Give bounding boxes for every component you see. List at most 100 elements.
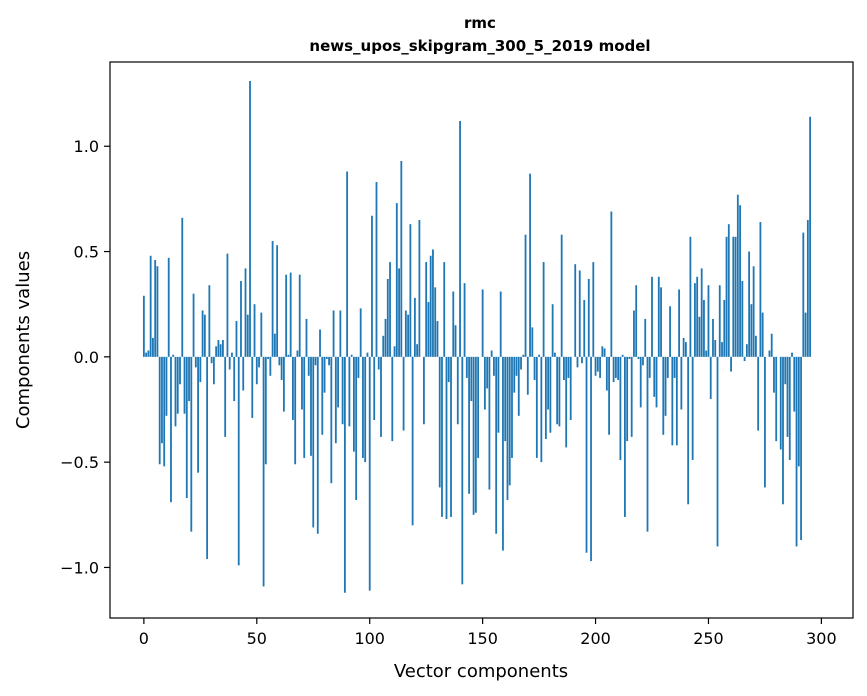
bar-28 <box>206 356 209 560</box>
bar-192 <box>576 356 579 368</box>
bar-18 <box>183 356 186 414</box>
bar-114 <box>400 160 403 357</box>
bar-180 <box>549 356 552 433</box>
x-tick-label: 300 <box>806 629 837 648</box>
bar-253 <box>714 340 717 357</box>
bar-146 <box>472 356 475 515</box>
bar-233 <box>669 306 671 357</box>
bar-260 <box>730 356 732 372</box>
bar-154 <box>490 350 493 357</box>
bar-138 <box>454 325 457 357</box>
bar-175 <box>538 354 540 357</box>
bar-1 <box>145 352 148 357</box>
bar-177 <box>542 262 545 357</box>
bar-116 <box>404 310 407 357</box>
bar-157 <box>497 356 500 433</box>
bar-131 <box>438 356 441 488</box>
bar-124 <box>423 356 425 425</box>
bar-189 <box>569 356 572 421</box>
bar-107 <box>384 318 387 357</box>
bar-292 <box>802 232 805 357</box>
bar-25 <box>199 356 202 383</box>
bar-84 <box>332 310 335 357</box>
bar-26 <box>201 310 204 357</box>
bar-152 <box>486 356 489 389</box>
bar-64 <box>287 354 290 357</box>
bar-150 <box>481 289 484 357</box>
bar-35 <box>222 340 224 357</box>
bar-57 <box>271 241 274 357</box>
bar-178 <box>544 356 547 439</box>
bar-295 <box>809 116 811 357</box>
bar-105 <box>380 356 382 437</box>
x-tick-label: 50 <box>247 629 267 648</box>
bar-92 <box>350 354 353 357</box>
bar-8 <box>161 356 163 444</box>
bar-283 <box>782 356 784 505</box>
bar-71 <box>303 356 306 458</box>
bar-271 <box>754 335 757 357</box>
bar-78 <box>319 329 321 357</box>
bar-40 <box>233 356 236 402</box>
bar-282 <box>779 356 782 450</box>
bar-101 <box>371 215 373 357</box>
bars-group <box>142 80 811 593</box>
bar-261 <box>732 236 735 357</box>
bar-142 <box>463 283 466 357</box>
bar-176 <box>540 356 543 463</box>
bar-197 <box>587 278 590 357</box>
bar-134 <box>445 356 448 520</box>
bar-145 <box>470 356 473 402</box>
bar-133 <box>443 262 446 357</box>
bar-61 <box>280 356 283 381</box>
bar-259 <box>727 224 730 357</box>
bar-110 <box>391 356 394 442</box>
bar-143 <box>465 356 468 378</box>
bar-277 <box>768 350 771 357</box>
bar-240 <box>684 342 687 357</box>
bar-163 <box>511 356 513 458</box>
bar-44 <box>242 356 245 391</box>
bar-127 <box>429 255 432 357</box>
bar-102 <box>373 356 376 421</box>
bar-113 <box>398 268 400 357</box>
bar-81 <box>325 356 328 359</box>
bar-230 <box>662 356 665 435</box>
bar-62 <box>282 356 285 412</box>
bar-210 <box>617 356 620 381</box>
bar-118 <box>409 224 412 357</box>
bar-90 <box>346 171 349 357</box>
bar-262 <box>734 236 737 357</box>
bar-216 <box>630 356 633 437</box>
bar-29 <box>208 285 211 357</box>
bar-211 <box>619 356 622 461</box>
bar-269 <box>750 304 753 357</box>
bar-30 <box>210 356 213 364</box>
bar-41 <box>235 321 238 357</box>
bar-20 <box>188 356 190 402</box>
bar-46 <box>246 314 249 357</box>
bar-65 <box>289 272 292 357</box>
bar-22 <box>192 293 195 357</box>
bar-232 <box>666 356 669 378</box>
bar-161 <box>506 356 509 501</box>
bar-174 <box>535 356 538 458</box>
bar-126 <box>427 302 430 357</box>
bar-179 <box>547 356 550 410</box>
bar-89 <box>343 356 346 593</box>
bar-200 <box>594 356 597 376</box>
bar-258 <box>725 236 728 357</box>
bar-212 <box>621 354 624 357</box>
bar-98 <box>364 356 367 463</box>
bar-218 <box>635 285 638 357</box>
bar-182 <box>553 352 556 357</box>
x-tick-label: 250 <box>693 629 724 648</box>
bar-164 <box>513 356 516 393</box>
bar-69 <box>298 274 301 357</box>
bar-74 <box>310 356 312 456</box>
bar-27 <box>203 314 206 357</box>
bar-141 <box>461 356 464 585</box>
y-axis-label: Components values <box>13 251 34 429</box>
bar-227 <box>655 356 658 408</box>
bar-220 <box>639 356 642 408</box>
